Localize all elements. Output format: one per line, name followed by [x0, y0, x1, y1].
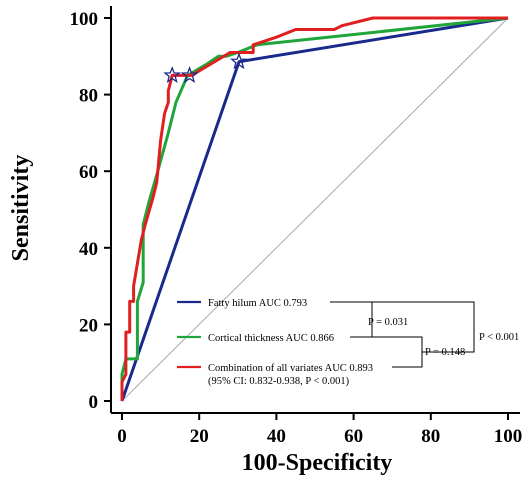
- y-axis-title: Sensitivity: [8, 155, 34, 262]
- series-layer: [120, 16, 509, 402]
- y-tick-label: 80: [79, 86, 98, 107]
- x-ticks: 0 20 40 60 80 100: [117, 413, 522, 447]
- axes: [110, 6, 520, 414]
- legend-label-combination: Combination of all variates AUC 0.893: [208, 363, 373, 374]
- series-line-combination: [120, 16, 508, 401]
- x-tick-label: 20: [190, 426, 209, 447]
- legend-label-cortical-thickness: Cortical thickness AUC 0.866: [208, 333, 334, 344]
- bracket-hilum-combination: [372, 301, 475, 353]
- comparison-brackets: [330, 301, 475, 368]
- x-tick-label: 0: [117, 426, 127, 447]
- y-tick-label: 0: [89, 392, 99, 413]
- series-line-cortical-thickness: [120, 16, 509, 401]
- legend-label-fatty-hilum: Fatty hilum AUC 0.793: [208, 298, 307, 309]
- legend: Fatty hilum AUC 0.793 Cortical thickness…: [177, 298, 373, 387]
- markers-layer: [163, 52, 248, 83]
- x-tick-label: 40: [267, 426, 286, 447]
- x-tick-label: 80: [421, 426, 440, 447]
- cutoff-star-cortical-thickness: [180, 66, 199, 83]
- cutoff-star-fatty-hilum: [230, 52, 248, 70]
- p-value-hilum-combination: P < 0.001: [479, 332, 519, 343]
- x-tick-label: 100: [494, 426, 523, 447]
- x-tick-label: 60: [344, 426, 363, 447]
- y-tick-label: 60: [79, 162, 98, 183]
- p-value-hilum-cortical: P = 0.031: [368, 317, 408, 328]
- y-ticks: 0 20 40 60 80 100: [70, 9, 111, 413]
- legend-note-combination: (95% CI: 0.832-0.938, P < 0.001): [208, 376, 350, 387]
- p-value-cortical-combination: P = 0.148: [425, 347, 465, 358]
- y-tick-label: 100: [70, 9, 99, 30]
- y-tick-label: 20: [79, 315, 98, 336]
- cutoff-star-combination: [163, 66, 182, 83]
- x-axis-title: 100-Specificity: [242, 450, 393, 476]
- bracket-hilum-cortical: [330, 301, 373, 338]
- y-tick-label: 40: [79, 239, 98, 260]
- series-line-fatty-hilum: [120, 16, 509, 402]
